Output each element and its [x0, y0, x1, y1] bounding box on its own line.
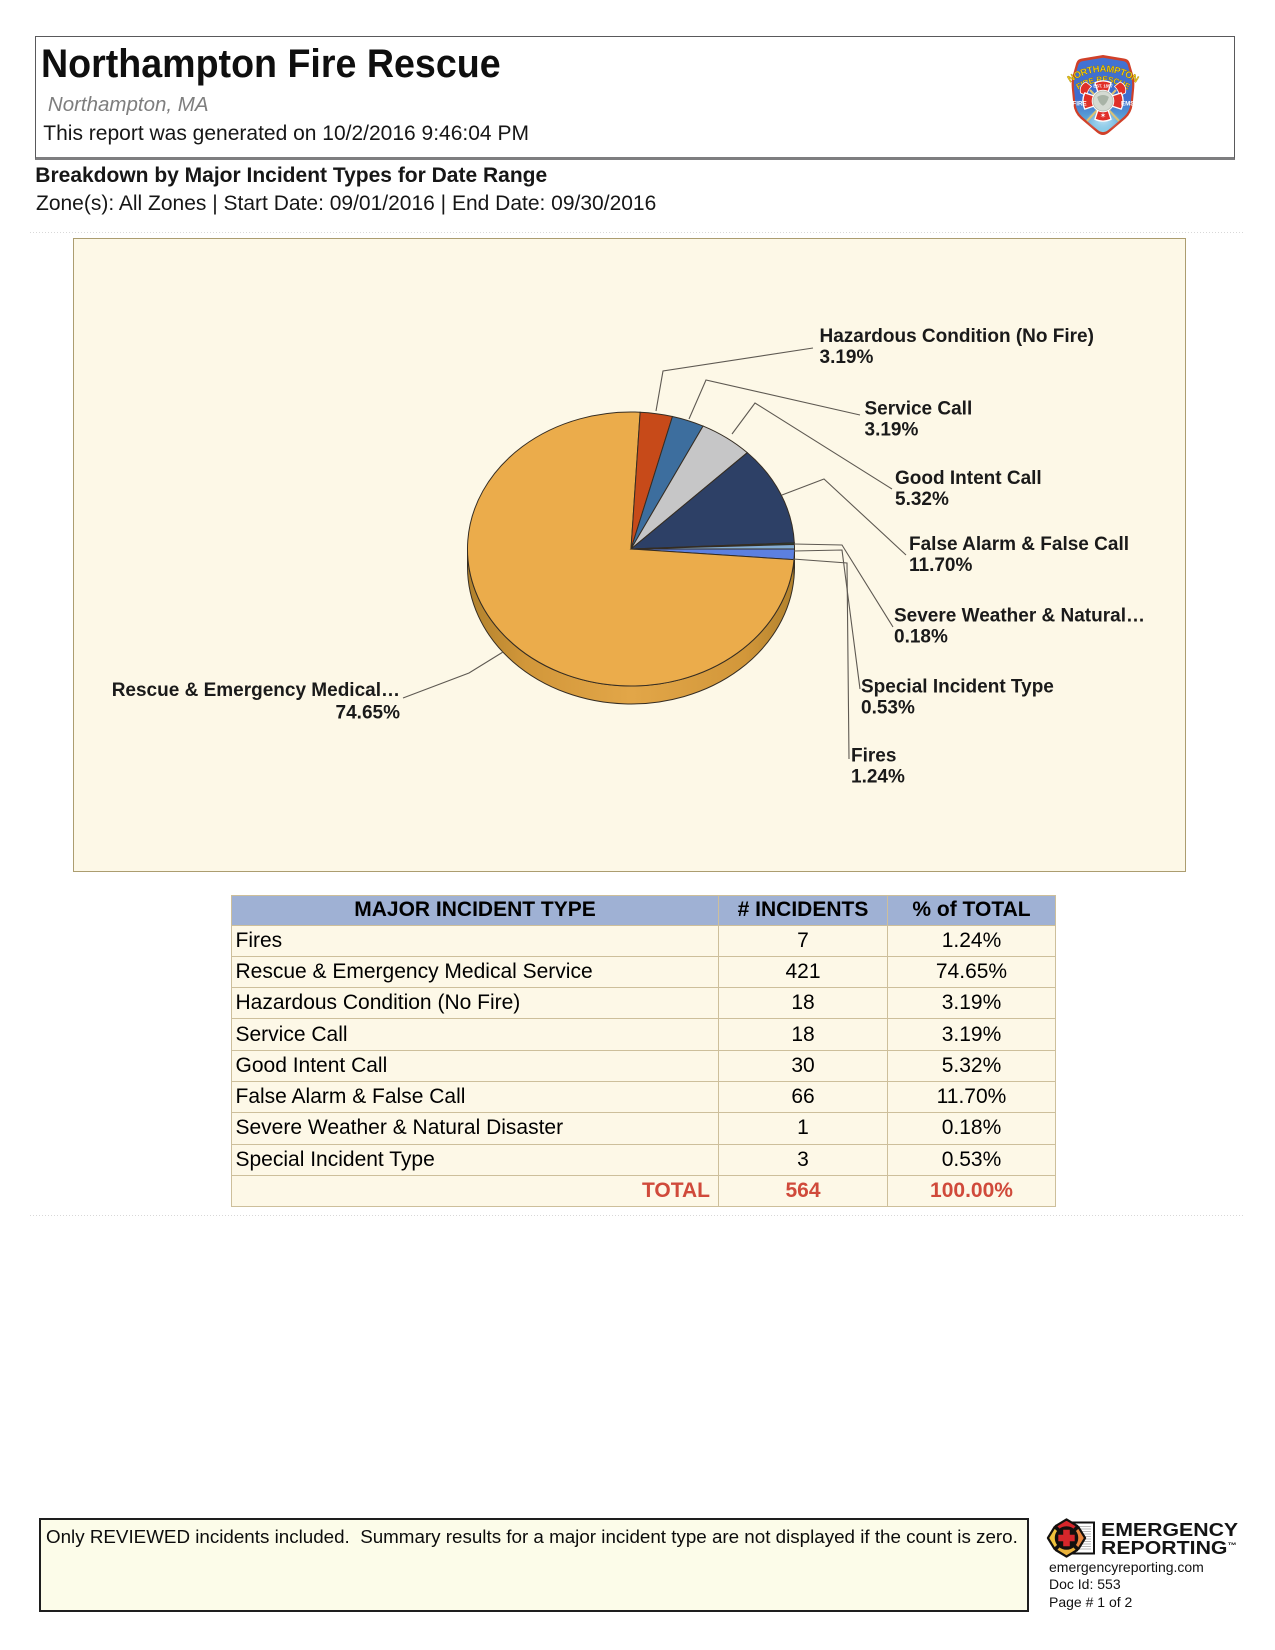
svg-text:✶: ✶	[1100, 111, 1106, 120]
svg-text:Hazardous Condition (No Fire): Hazardous Condition (No Fire)	[820, 326, 1094, 347]
svg-text:Fires: Fires	[851, 746, 896, 767]
svg-text:11.70%: 11.70%	[909, 555, 972, 576]
svg-text:Severe Weather & Natural…: Severe Weather & Natural…	[894, 606, 1145, 627]
svg-text:1.24%: 1.24%	[851, 767, 905, 788]
svg-text:Special Incident Type: Special Incident Type	[861, 676, 1054, 697]
svg-text:False Alarm & False Call: False Alarm & False Call	[909, 534, 1129, 555]
svg-text:EST. 1857: EST. 1857	[1093, 84, 1113, 89]
svg-text:3.19%: 3.19%	[820, 347, 874, 368]
svg-text:Rescue & Emergency Medical…: Rescue & Emergency Medical…	[112, 680, 400, 701]
svg-text:74.65%: 74.65%	[336, 703, 401, 724]
svg-text:EMS: EMS	[1121, 101, 1134, 108]
svg-text:Good Intent Call: Good Intent Call	[895, 468, 1042, 489]
svg-text:3.19%: 3.19%	[865, 420, 919, 441]
svg-text:0.53%: 0.53%	[861, 698, 915, 719]
svg-text:5.32%: 5.32%	[895, 489, 949, 510]
svg-text:FIRE: FIRE	[1073, 101, 1087, 108]
svg-text:0.18%: 0.18%	[894, 627, 948, 648]
svg-text:Service Call: Service Call	[865, 398, 973, 419]
